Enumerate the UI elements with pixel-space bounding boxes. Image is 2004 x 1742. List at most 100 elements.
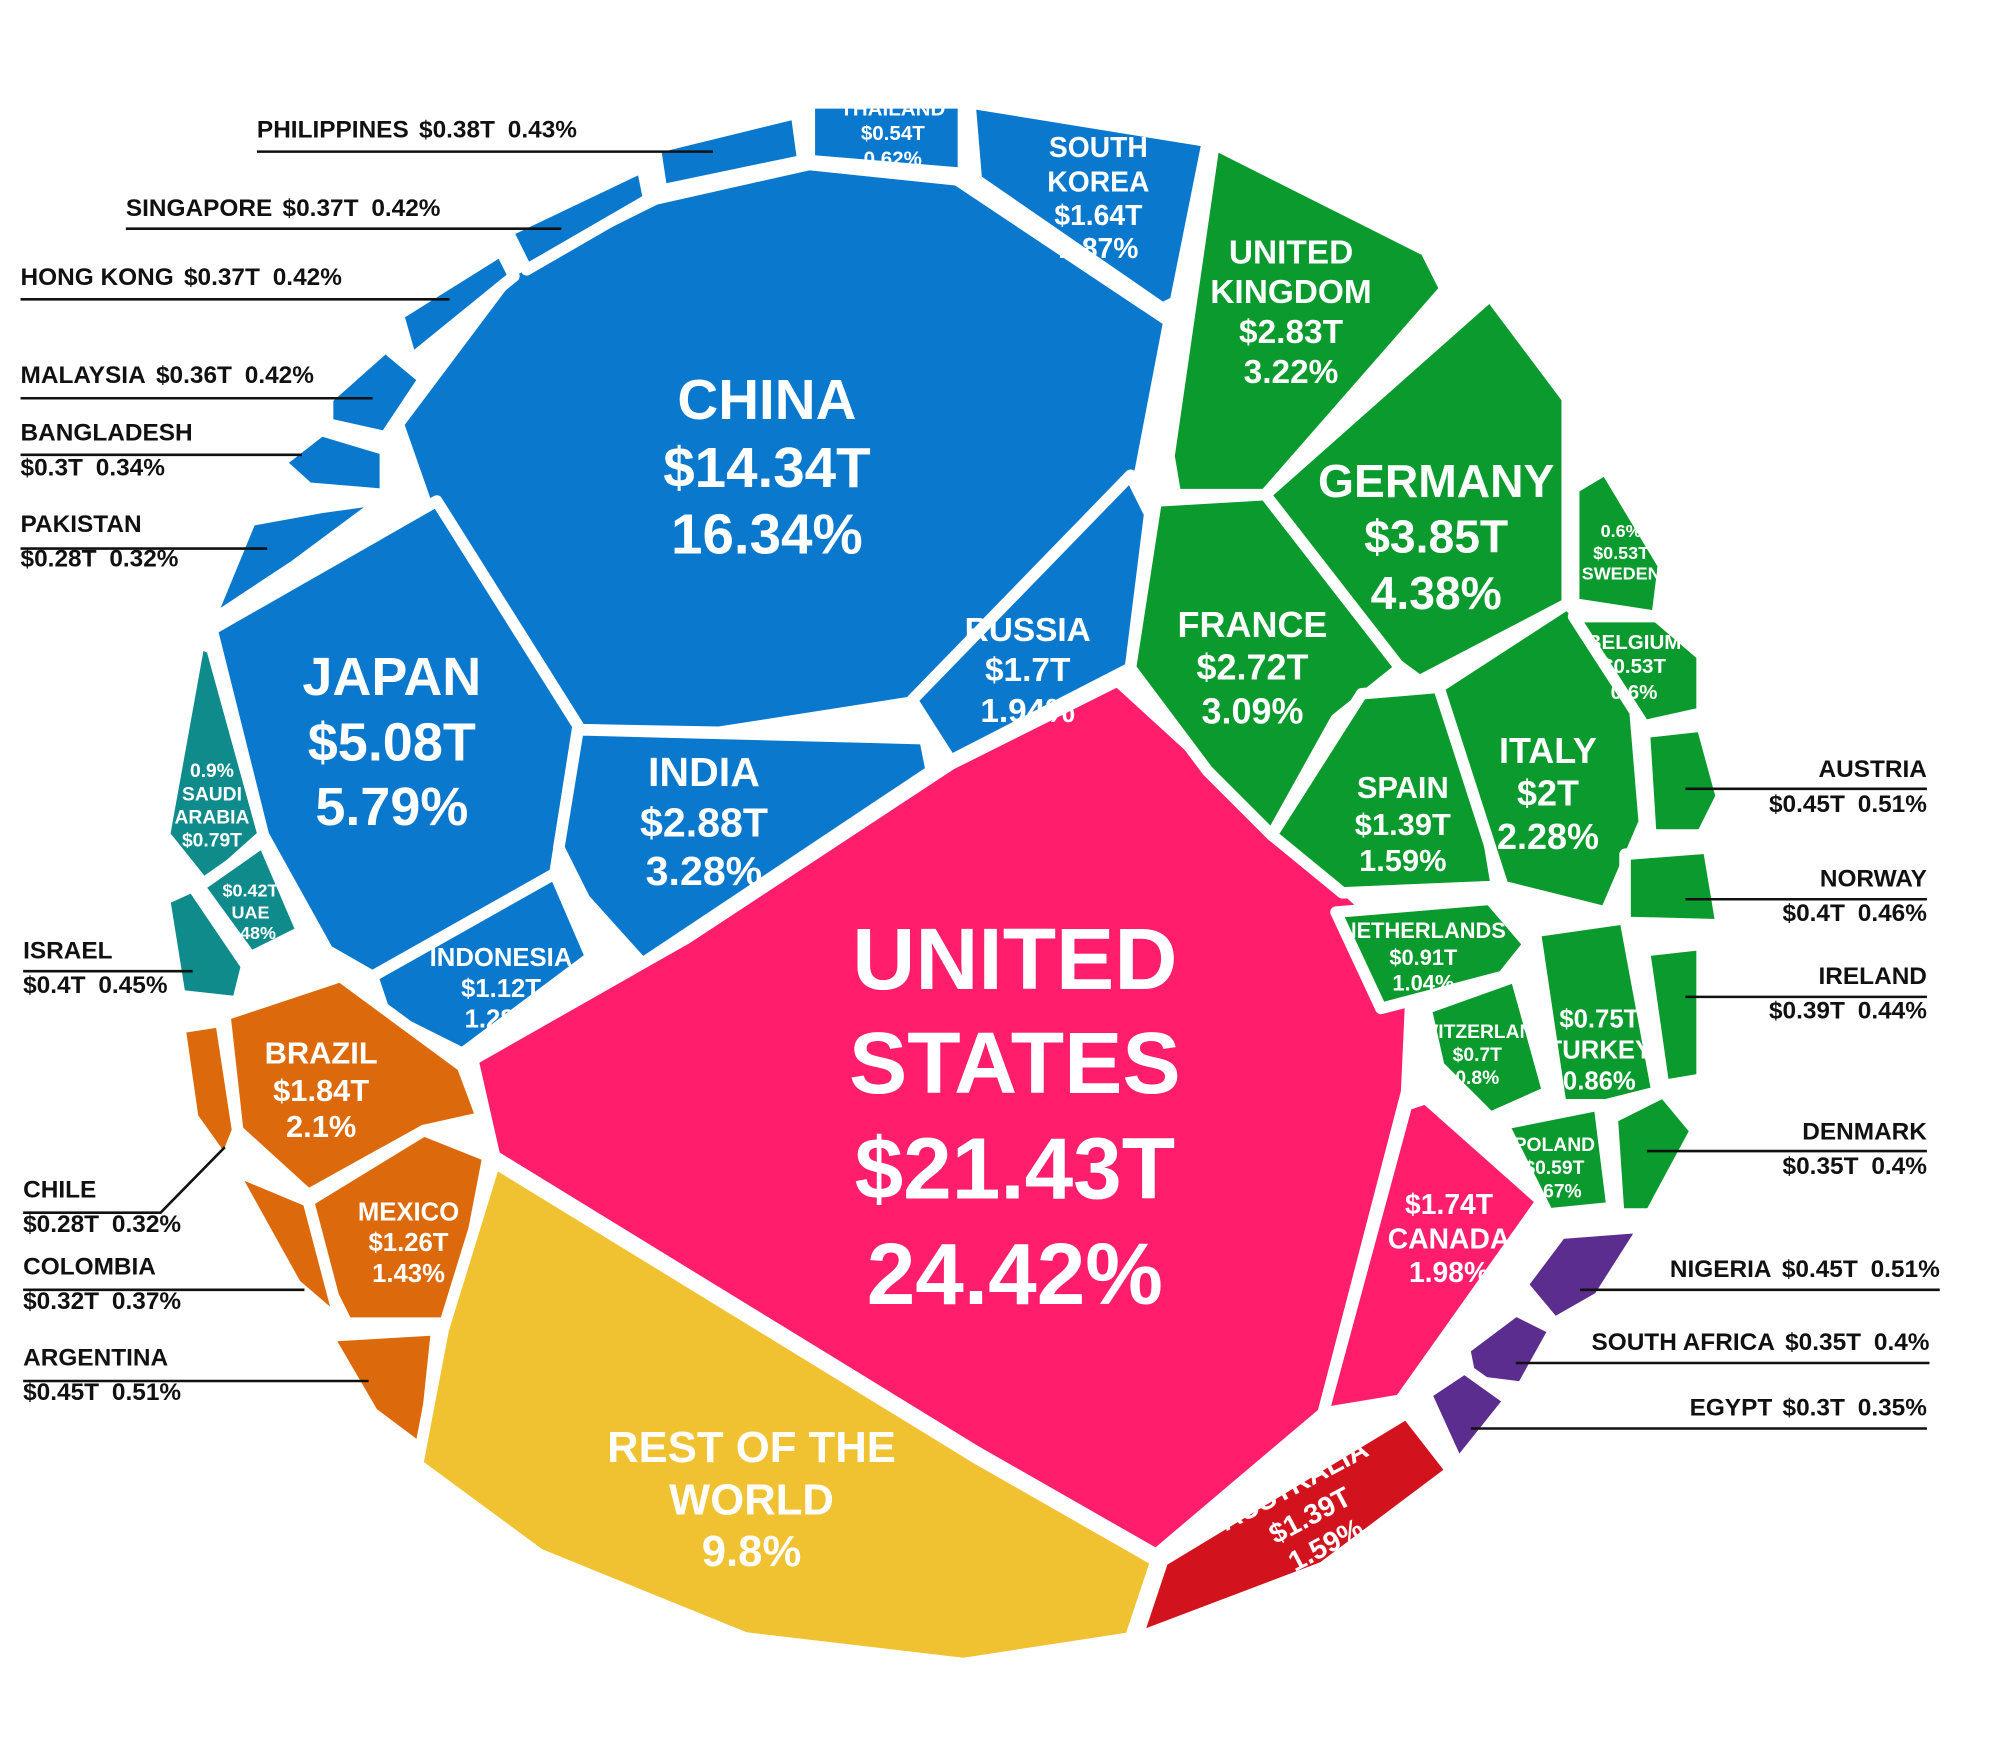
name: IRELAND — [1819, 963, 1927, 990]
share-label: 0.4% — [1874, 1329, 1930, 1356]
name: RUSSIA — [964, 610, 1091, 650]
value-label: $0.7T — [1452, 1044, 1502, 1067]
callout-label: NIGERIA $0.45T 0.51% — [1670, 1256, 1940, 1283]
cell-label-box: SOUTH KOREA $1.64T 1.87% — [1015, 128, 1182, 269]
cell-label-box: 0.6% $0.53T SWEDEN — [1570, 507, 1673, 597]
name: SPAIN — [1356, 770, 1449, 806]
share-label: 5.79% — [315, 776, 469, 837]
cell-label-box: INDONESIA $1.12T 1.28% — [405, 925, 598, 1053]
cell — [1131, 1407, 1458, 1644]
callout-label: EGYPT $0.3T 0.35% — [1690, 1395, 1928, 1422]
callout-label: PAKISTAN — [21, 511, 142, 538]
value-label: $1.74T — [1405, 1188, 1494, 1221]
cell — [219, 970, 488, 1201]
name: ISRAEL — [23, 937, 113, 964]
cell — [174, 1015, 244, 1169]
cell — [1638, 720, 1728, 841]
value-label: $0.54T — [860, 123, 925, 146]
cell — [1317, 1092, 1548, 1419]
share-label: 2.28% — [1496, 816, 1599, 857]
leader-line — [23, 1146, 226, 1214]
cell-label: SWITZERLAND$0.7T0.8% — [1426, 1008, 1529, 1104]
cell — [803, 97, 970, 180]
name: SAUDI ARABIA — [174, 783, 250, 829]
cell-label: ITALY$2T2.28% — [1496, 730, 1599, 857]
cell-label-box: $0.42T UAE 0.48% — [206, 867, 296, 957]
value-label: $0.37T — [283, 195, 359, 222]
value-label: $0.45T — [23, 1379, 99, 1406]
name: INDIA — [648, 749, 760, 796]
cell-label-box: FRANCE $2.72T 3.09% — [1156, 578, 1349, 758]
cell — [392, 244, 520, 366]
callout-label: SINGAPORE $0.37T 0.42% — [126, 195, 441, 222]
name: JAPAN — [302, 646, 482, 708]
callout-label: $0.45T 0.51% — [23, 1379, 181, 1406]
callout-label: ISRAEL — [23, 937, 113, 964]
cell — [964, 97, 1214, 315]
share-label: 0.6% — [1600, 520, 1642, 541]
cell — [1619, 842, 1728, 931]
value-label: $0.3T — [21, 454, 83, 481]
name: CHILE — [23, 1176, 96, 1203]
callout-label: $0.45T 0.51% — [1769, 791, 1927, 818]
callout-label: IRELAND — [1819, 963, 1927, 990]
value-label: $5.08T — [307, 711, 476, 772]
value-label: $0.3T — [1783, 1395, 1845, 1422]
value-label: $0.4T — [1783, 900, 1845, 927]
value-label: $1.84T — [273, 1073, 370, 1109]
name: AUSTRIA — [1819, 756, 1927, 783]
cell-label-box: NETHERLANDS $0.91T 1.04% — [1327, 904, 1520, 1013]
share-label: 16.34% — [671, 504, 863, 568]
cell-label-box: UNITED STATES $21.43T 24.42% — [745, 899, 1285, 1336]
name: POLAND — [1513, 1134, 1596, 1157]
share-label: 0.42% — [371, 195, 440, 222]
value-label: $0.32T — [23, 1288, 99, 1315]
cell — [1567, 610, 1708, 732]
cell-label-box: $1.74T CANADA 1.98% — [1366, 1169, 1533, 1310]
share-label: 1.87% — [1058, 233, 1139, 266]
cell-label-box: INDIA $2.88T 3.28% — [576, 719, 833, 925]
value-label: $3.85T — [1364, 510, 1509, 564]
share-label: 0.6% — [1610, 681, 1658, 704]
cell — [1330, 893, 1535, 1015]
name: EGYPT — [1690, 1395, 1773, 1422]
value-label: $0.39T — [1769, 998, 1845, 1025]
value-label: $0.4T — [23, 972, 85, 999]
callout-label: $0.39T 0.44% — [1769, 998, 1927, 1025]
cell-label-box: CHINA $14.34T 16.34% — [574, 328, 959, 611]
value-label: $2T — [1516, 773, 1579, 814]
share-label: 1.04% — [1392, 971, 1455, 996]
callout-label: $0.4T 0.46% — [1783, 900, 1928, 927]
share-label: 0.45% — [98, 972, 167, 999]
value-label: $1.7T — [984, 650, 1071, 690]
cell-label-box: 0.9% SAUDI ARABIA $0.79T — [161, 759, 264, 855]
name: PAKISTAN — [21, 511, 142, 538]
value-label: $0.36T — [156, 362, 232, 389]
cell — [1516, 1221, 1651, 1329]
share-label: 0.46% — [1858, 900, 1927, 927]
cell — [1638, 938, 1708, 1092]
cell — [1420, 970, 1554, 1124]
name: SINGAPORE — [126, 195, 272, 222]
callout-label: AUSTRIA — [1819, 756, 1927, 783]
value-label: $0.75T — [1559, 1005, 1640, 1035]
share-label: 4.38% — [1370, 566, 1502, 619]
share-label: 0.44% — [1858, 998, 1927, 1025]
value-label: $1.26T — [368, 1229, 449, 1258]
value-label: $0.45T — [1769, 791, 1845, 818]
share-label: 0.4% — [1871, 1153, 1927, 1180]
share-label: 24.42% — [866, 1225, 1163, 1323]
cell-label-box: RUSSIA $1.7T 1.94% — [931, 587, 1124, 754]
share-label: 0.51% — [112, 1379, 181, 1406]
cell-label-box: $0.75T TURKEY 0.86% — [1535, 987, 1663, 1115]
name: BELGIUM — [1586, 632, 1682, 655]
cell — [1420, 1362, 1516, 1471]
